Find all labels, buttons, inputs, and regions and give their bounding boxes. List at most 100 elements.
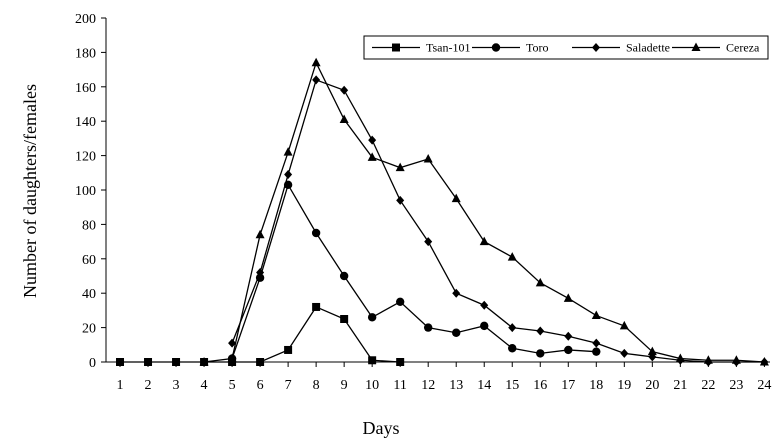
series-line-cereza: [203, 60, 765, 363]
x-tick-label: 17: [561, 378, 575, 393]
x-tick-label: 5: [229, 378, 236, 393]
data-point-toro: [508, 344, 517, 353]
data-point-saladette: [256, 268, 265, 278]
data-point-toro: [480, 321, 489, 331]
y-tick-label: 20: [82, 322, 96, 337]
x-tick-label: 21: [673, 378, 687, 393]
data-point-cereza: [591, 310, 601, 320]
x-tick-label: 13: [449, 378, 463, 393]
data-point-saladette: [228, 338, 237, 348]
data-point-cereza: [451, 193, 461, 203]
x-tick-label: 1: [117, 378, 124, 393]
x-tick-label: 7: [285, 378, 292, 393]
x-tick-label: 12: [421, 378, 435, 393]
x-tick-label: 19: [617, 378, 631, 393]
data-point-toro: [592, 347, 601, 356]
legend-label-saladette: Saladette: [626, 41, 670, 55]
data-point-cereza: [619, 320, 629, 330]
series-line-saladette: [231, 79, 765, 363]
y-tick-label: 100: [75, 184, 96, 199]
data-point-cereza: [283, 147, 293, 156]
x-tick-label: 8: [313, 378, 320, 393]
data-point-cereza: [227, 353, 237, 363]
x-tick-label: 18: [589, 378, 603, 393]
data-point-saladette: [424, 237, 433, 247]
data-point-cereza: [731, 355, 741, 364]
legend: Tsan-101 Toro Saladette Cereza: [363, 35, 769, 60]
series-group: [116, 57, 769, 367]
legend-box: [363, 35, 769, 60]
legend-marker-saladette: [592, 43, 600, 52]
x-tick-label: 20: [645, 378, 659, 393]
data-point-cereza: [759, 357, 769, 366]
series-line-tsan-101: [120, 306, 401, 363]
x-tick-label: 22: [701, 378, 715, 393]
legend-label-cereza: Cereza: [726, 41, 760, 55]
legend-entry-tsan-101: Tsan-101: [372, 41, 470, 55]
y-tick-label: 140: [75, 115, 96, 130]
data-point-saladette: [480, 300, 489, 310]
data-point-cereza: [199, 357, 209, 366]
data-point-saladette: [564, 331, 573, 341]
y-tick-label: 80: [82, 218, 96, 233]
x-tick-label: 24: [757, 378, 771, 393]
series-tsan-101: [116, 302, 405, 366]
data-point-cereza: [563, 293, 573, 302]
data-point-toro: [452, 328, 461, 337]
x-axis-label: Days: [363, 418, 400, 438]
legend-entry-toro: Toro: [472, 41, 549, 55]
data-point-toro: [255, 273, 265, 282]
data-point-toro: [395, 297, 405, 306]
legend-entry-saladette: Saladette: [572, 41, 670, 55]
data-point-saladette: [312, 75, 321, 85]
x-tick-label: 3: [173, 378, 180, 393]
data-point-saladette: [284, 170, 293, 180]
data-point-saladette: [452, 288, 461, 298]
y-tick-label: 40: [82, 287, 96, 302]
y-axis-label: Number of daughters/females: [20, 84, 40, 298]
x-tick-label: 9: [341, 378, 348, 393]
data-point-saladette: [396, 195, 405, 205]
data-point-tsan-101: [368, 356, 377, 365]
data-point-cereza: [423, 154, 433, 163]
y-tick-label: 60: [82, 253, 96, 268]
data-point-saladette: [536, 326, 545, 336]
data-point-cereza: [255, 229, 265, 239]
x-tick-label: 11: [393, 378, 406, 393]
data-point-cereza: [395, 162, 405, 172]
x-tick-label: 23: [729, 378, 743, 393]
data-point-cereza: [647, 346, 657, 356]
data-point-tsan-101: [256, 358, 265, 366]
data-point-tsan-101: [144, 358, 153, 366]
data-point-toro: [536, 349, 545, 358]
x-tick-label: 10: [365, 378, 379, 393]
data-point-tsan-101: [396, 358, 405, 366]
data-point-toro: [564, 345, 573, 355]
data-point-saladette: [340, 85, 349, 95]
y-tick-label: 180: [75, 46, 96, 61]
legend-marker-toro: [491, 43, 501, 52]
legend-label-toro: Toro: [526, 41, 549, 55]
data-point-toro: [423, 323, 433, 332]
data-point-toro: [339, 271, 349, 281]
x-tick-label: 14: [477, 378, 491, 393]
data-point-tsan-101: [312, 302, 321, 311]
y-tick-label: 120: [75, 150, 96, 165]
x-tick-label: 2: [145, 378, 152, 393]
x-tick-label: 6: [257, 378, 264, 393]
data-point-tsan-101: [172, 358, 181, 366]
data-point-toro: [311, 228, 321, 238]
data-point-saladette: [592, 338, 601, 348]
data-point-saladette: [368, 135, 377, 145]
y-tick-label: 200: [75, 12, 96, 27]
x-tick-label: 16: [533, 378, 547, 393]
data-point-cereza: [675, 353, 685, 363]
data-point-tsan-101: [340, 315, 349, 323]
data-point-cereza: [339, 114, 349, 123]
data-point-saladette: [508, 323, 517, 333]
data-point-cereza: [507, 252, 517, 261]
data-point-cereza: [703, 355, 713, 364]
data-point-toro: [367, 313, 377, 322]
